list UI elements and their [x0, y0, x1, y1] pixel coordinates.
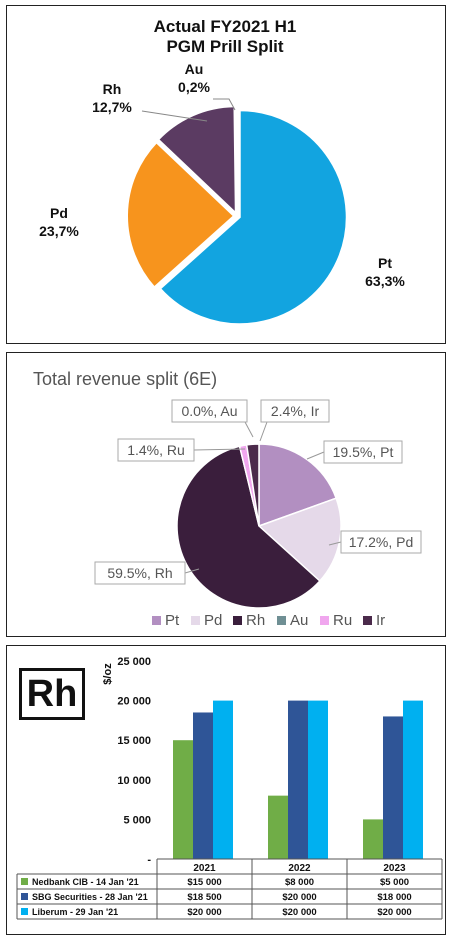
prill-split-pie-chart: Actual FY2021 H1 PGM Prill Split Pt 63,3%… — [39, 17, 405, 326]
pie-slice-pd — [257, 497, 342, 583]
pie-slice-pd — [126, 140, 236, 289]
table-cell: $20 000 — [187, 907, 221, 918]
legend-swatch-rh — [233, 616, 242, 625]
y-tick-label: 10 000 — [117, 775, 151, 787]
bar-liberum-29-jan-21-2023 — [403, 700, 423, 859]
slice-value-pt: 63,3% — [365, 273, 405, 289]
pie-slice-rh — [176, 445, 321, 609]
table-cell: $18 000 — [377, 892, 411, 903]
chart-subtitle: PGM Prill Split — [166, 37, 283, 56]
legend-label-pd: Pd — [204, 612, 222, 629]
slice-label-au: Au — [185, 61, 204, 77]
data-label-box-ir — [260, 399, 330, 423]
data-label-box-au — [171, 399, 248, 423]
chart-title: Actual FY2021 H1 — [154, 17, 297, 36]
slice-label-rh: Rh — [103, 81, 122, 97]
legend-swatch-sbg-securities-28-jan-21 — [21, 893, 28, 900]
pie-slice-ir — [245, 443, 260, 527]
table-cell: $18 500 — [187, 892, 221, 903]
data-label-rh: 59.5%, Rh — [107, 565, 172, 581]
y-tick-label: 20 000 — [117, 696, 151, 708]
legend-swatch-ir — [363, 616, 372, 625]
slice-value-pd: 23,7% — [39, 223, 79, 239]
rh-forecast-panel: Rh $/oz - 5 000 10 000 15 000 20 000 25 000 2… — [6, 645, 446, 935]
revenue-split-pie-chart: Total revenue split (6E) 19.5%, Pt 17.2%,… — [33, 369, 422, 629]
slice-label-pd: Pd — [50, 205, 68, 221]
bar-liberum-29-jan-21-2022 — [308, 700, 328, 859]
data-label-ru: 1.4%, Ru — [127, 442, 185, 458]
data-label-box-pd — [340, 530, 422, 554]
table-cell: $5 000 — [380, 877, 409, 888]
bar-nedbank-cib-14-jan-21-2023 — [363, 819, 383, 859]
y-tick-label: 5 000 — [123, 814, 151, 826]
bar-nedbank-cib-14-jan-21-2022 — [268, 795, 288, 859]
table-cell: $20 000 — [377, 907, 411, 918]
legend-label-rh: Rh — [246, 612, 265, 629]
legend-swatch-liberum-29-jan-21 — [21, 908, 28, 915]
legend-swatch-ru — [320, 616, 329, 625]
pie-slice-au — [234, 102, 238, 211]
legend-label-pt: Pt — [165, 612, 180, 629]
data-label-pt: 19.5%, Pt — [333, 444, 394, 460]
data-label-box-rh — [94, 561, 186, 585]
legend-swatch-nedbank-cib-14-jan-21 — [21, 878, 28, 885]
legend-label-au: Au — [290, 612, 308, 629]
chart-title: Total revenue split (6E) — [33, 369, 217, 389]
slice-value-rh: 12,7% — [92, 99, 132, 115]
table-cell: $20 000 — [282, 907, 316, 918]
series-name-sbg-securities-28-jan-21: SBG Securities - 28 Jan '21 — [32, 892, 148, 902]
series-name-liberum-29-jan-21: Liberum - 29 Jan '21 — [32, 907, 118, 917]
pie-slice-pt — [258, 443, 338, 528]
bar-sbg-securities-28-jan-21-2023 — [383, 716, 403, 859]
prill-split-panel: Actual FY2021 H1 PGM Prill Split Pt 63,3%… — [6, 5, 446, 344]
legend-swatch-pd — [191, 616, 200, 625]
table-cell: $15 000 — [187, 877, 221, 888]
x-tick-label-2023: 2023 — [383, 863, 406, 874]
y-tick-label: 15 000 — [117, 735, 151, 747]
legend-swatch-au — [277, 616, 286, 625]
table-cell: $8 000 — [285, 877, 314, 888]
x-tick-label-2021: 2021 — [193, 863, 216, 874]
data-label-ir: 2.4%, Ir — [271, 403, 320, 419]
pie-slice-rh — [156, 105, 237, 216]
series-name-nedbank-cib-14-jan-21: Nedbank CIB - 14 Jan '21 — [32, 877, 139, 887]
data-label-au: 0.0%, Au — [181, 403, 237, 419]
slice-label-pt: Pt — [378, 255, 392, 271]
y-tick-label: 25 000 — [117, 656, 151, 668]
bar-liberum-29-jan-21-2021 — [213, 700, 233, 859]
legend-label-ir: Ir — [376, 612, 385, 629]
rh-forecast-bar-chart: $/oz - 5 000 10 000 15 000 20 000 25 000 2021… — [16, 656, 443, 920]
y-axis-label: $/oz — [102, 663, 114, 685]
legend-swatch-pt — [152, 616, 161, 625]
data-label-box-pt — [323, 440, 403, 464]
legend-label-ru: Ru — [333, 612, 352, 629]
data-label-box-ru — [117, 438, 195, 462]
rh-badge: Rh — [19, 668, 85, 720]
revenue-split-panel: Total revenue split (6E) 19.5%, Pt 17.2%,… — [6, 352, 446, 637]
data-label-pd: 17.2%, Pd — [349, 534, 414, 550]
table-cell: $20 000 — [282, 892, 316, 903]
pie-slice-pt — [158, 109, 348, 326]
slice-value-au: 0,2% — [178, 79, 210, 95]
y-tick-label: - — [147, 854, 151, 866]
x-tick-label-2022: 2022 — [288, 863, 311, 874]
bar-sbg-securities-28-jan-21-2022 — [288, 700, 308, 859]
bar-sbg-securities-28-jan-21-2021 — [193, 712, 213, 859]
bar-nedbank-cib-14-jan-21-2021 — [173, 740, 193, 859]
